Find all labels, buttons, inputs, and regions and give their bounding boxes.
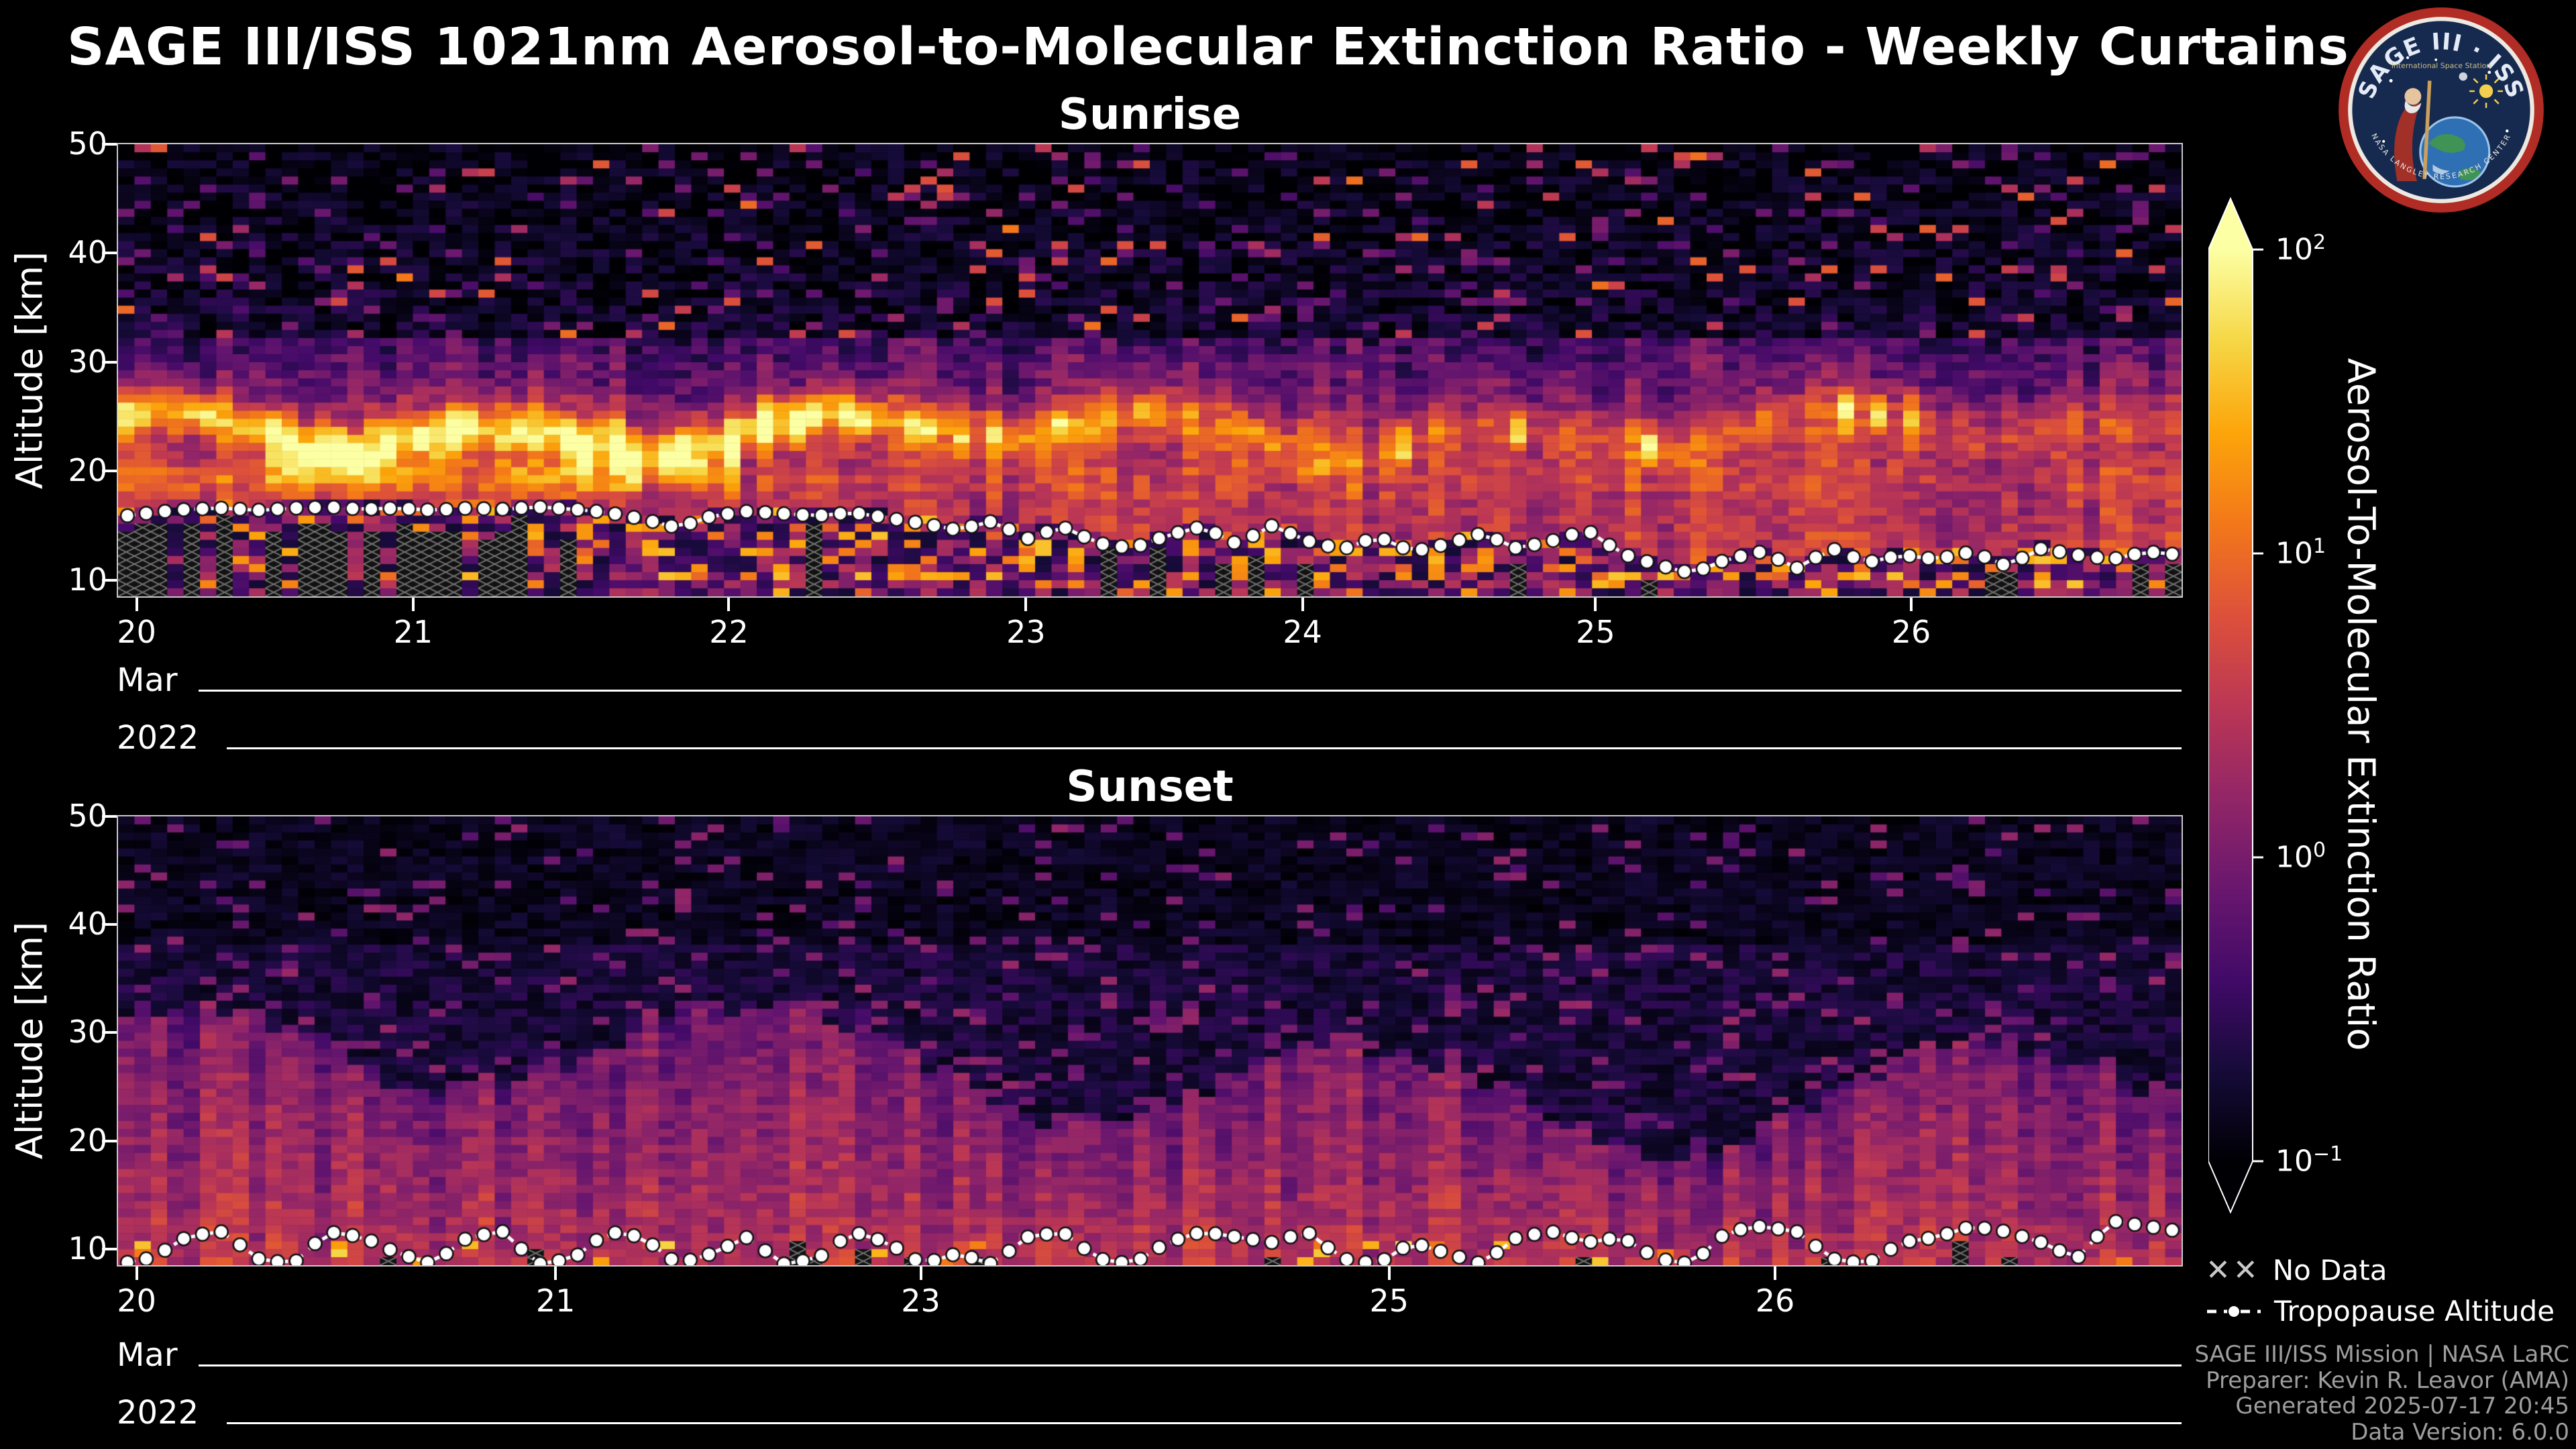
footer-credits: SAGE III/ISS Mission | NASA LaRC Prepare… <box>2194 1342 2569 1445</box>
sunset-y-tick-label: 10 <box>68 1230 107 1267</box>
sunset-x-tick-mark <box>1774 1267 1777 1280</box>
legend-tropopause-label: Tropopause Altitude <box>2274 1295 2555 1328</box>
mission-patch-logo: SAGE III · ISS International Space Stati… <box>2339 7 2544 213</box>
footer-version-line: Data Version: 6.0.0 <box>2351 1418 2569 1446</box>
logo-figure <box>2394 80 2432 182</box>
sunset-y-tick-label: 20 <box>68 1122 107 1159</box>
sunrise-y-tick-label: 20 <box>68 452 107 489</box>
sunrise-year-axis-line <box>227 747 2182 749</box>
sunset-heatmap-canvas <box>117 815 2183 1267</box>
page-title: SAGE III/ISS 1021nm Aerosol-to-Molecular… <box>67 17 2349 77</box>
sunrise-x-tick-label: 21 <box>393 614 433 650</box>
sunset-month-label: Mar <box>117 1336 178 1374</box>
sunrise-y-tick-label: 40 <box>68 234 107 271</box>
sunrise-x-tick-label: 22 <box>709 614 749 650</box>
sunrise-y-tick-mark <box>102 252 117 255</box>
sunrise-x-tick-label: 25 <box>1576 614 1615 650</box>
sunrise-x-tick-mark <box>727 598 731 611</box>
logo-stars <box>2382 56 2509 143</box>
colorbar-gradient-bar <box>2208 197 2253 1214</box>
sunrise-x-tick-mark <box>1594 598 1597 611</box>
sunrise-month-label: Mar <box>117 661 178 699</box>
sunrise-heatmap-canvas <box>117 143 2183 598</box>
legend-no-data-label: No Data <box>2272 1254 2387 1287</box>
sunset-x-tick-label: 23 <box>901 1283 941 1319</box>
sunset-x-tick-label: 20 <box>117 1283 156 1319</box>
sunrise-y-tick-label: 10 <box>68 561 107 598</box>
colorbar-tick-label: 102 <box>2275 231 2326 267</box>
footer-generated-line: Generated 2025-07-17 20:45 <box>2235 1393 2569 1420</box>
colorbar-tick-label: 100 <box>2275 839 2326 875</box>
logo-earth-icon <box>2419 116 2491 188</box>
sunset-panel-title: Sunset <box>1066 762 1234 812</box>
sunrise-x-tick-label: 20 <box>117 614 156 650</box>
sunset-y-tick-label: 30 <box>68 1014 107 1051</box>
sunrise-panel-title: Sunrise <box>1058 90 1242 140</box>
sunset-x-tick-mark <box>919 1267 922 1280</box>
sunset-year-label: 2022 <box>117 1394 199 1432</box>
sunset-y-tick-label: 50 <box>68 798 107 834</box>
sunset-y-tick-mark <box>102 923 117 926</box>
colorbar-tick-marks <box>2253 248 2263 1163</box>
sunrise-y-tick-mark <box>102 470 117 473</box>
sunset-y-tick-mark <box>102 1139 117 1142</box>
colorbar-tick-label: 10−1 <box>2275 1142 2343 1179</box>
footer-mission-line: SAGE III/ISS Mission | NASA LaRC <box>2194 1341 2569 1368</box>
sunrise-x-tick-mark <box>411 598 415 611</box>
sunrise-y-tick-mark <box>102 143 117 146</box>
sunrise-y-tick-label: 30 <box>68 343 107 380</box>
sunrise-month-axis-line <box>199 690 2182 692</box>
no-data-hatch-icon: ✕✕ <box>2206 1253 2261 1287</box>
sunset-year-axis-line <box>227 1422 2182 1424</box>
sunrise-y-tick-mark <box>102 578 117 582</box>
sunset-x-tick-mark <box>1387 1267 1391 1280</box>
sunrise-x-tick-mark <box>1024 598 1028 611</box>
sunrise-x-tick-label: 23 <box>1006 614 1046 650</box>
logo-secondary-text: International Space Station <box>2392 62 2491 70</box>
sunset-y-tick-label: 40 <box>68 906 107 943</box>
sunrise-y-tick-mark <box>102 360 117 364</box>
sunset-x-tick-label: 21 <box>535 1283 576 1319</box>
tropopause-line-icon <box>2207 1304 2261 1318</box>
sunset-month-axis-line <box>199 1364 2182 1366</box>
footer-preparer-line: Preparer: Kevin R. Leavor (AMA) <box>2206 1366 2569 1394</box>
sunrise-y-tick-label: 50 <box>68 125 107 162</box>
sunrise-x-tick-label: 26 <box>1891 614 1931 650</box>
legend-item-no-data: ✕✕ No Data <box>2206 1253 2387 1287</box>
sunset-x-tick-label: 25 <box>1369 1283 1409 1319</box>
sunset-x-tick-label: 26 <box>1755 1283 1795 1319</box>
sunrise-year-label: 2022 <box>117 719 199 757</box>
logo-sun-icon <box>2469 74 2504 108</box>
sunrise-x-tick-mark <box>135 598 138 611</box>
sunset-x-tick-mark <box>554 1267 557 1280</box>
sunset-y-tick-mark <box>102 815 117 818</box>
colorbar <box>2208 197 2263 1214</box>
colorbar-tick-label: 101 <box>2275 535 2326 571</box>
sunset-x-tick-mark <box>135 1267 138 1280</box>
logo-moon-icon <box>2459 72 2467 81</box>
sunrise-x-tick-mark <box>1301 598 1304 611</box>
legend-item-tropopause: Tropopause Altitude <box>2206 1295 2555 1328</box>
sunrise-x-tick-mark <box>1910 598 1913 611</box>
colorbar-axis-label: Aerosol-To-Molecular Extinction Ratio <box>2339 358 2383 1051</box>
sunset-y-tick-mark <box>102 1031 117 1034</box>
sunset-y-tick-mark <box>102 1247 117 1250</box>
sunrise-x-tick-label: 24 <box>1283 614 1322 650</box>
